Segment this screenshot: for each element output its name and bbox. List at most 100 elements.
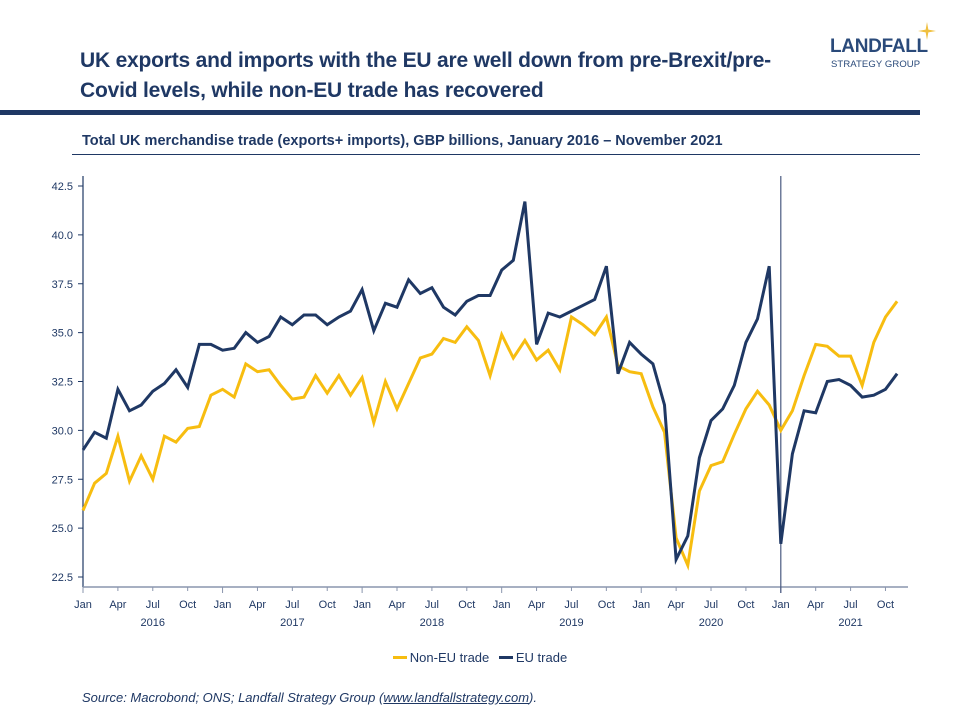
x-tick-label: Jan: [632, 599, 650, 611]
data-point-eu-trade: [175, 368, 178, 371]
source-link[interactable]: www.landfallstrategy.com: [383, 690, 530, 705]
data-point-non-eu-trade: [896, 300, 899, 303]
data-point-non-eu-trade: [186, 427, 189, 430]
x-tick-label: Jan: [214, 599, 232, 611]
x-tick-label: Jul: [704, 599, 718, 611]
data-point-eu-trade: [372, 329, 375, 332]
data-point-non-eu-trade: [489, 374, 492, 377]
y-tick-label: 30.0: [52, 425, 73, 437]
x-tick-label: Oct: [458, 599, 475, 611]
data-point-eu-trade: [779, 542, 782, 545]
data-point-non-eu-trade: [733, 433, 736, 436]
data-point-non-eu-trade: [558, 368, 561, 371]
data-point-non-eu-trade: [465, 325, 468, 328]
data-point-eu-trade: [605, 265, 608, 268]
data-point-eu-trade: [465, 300, 468, 303]
data-point-non-eu-trade: [570, 316, 573, 319]
data-point-non-eu-trade: [221, 388, 224, 391]
data-point-eu-trade: [814, 411, 817, 414]
data-point-non-eu-trade: [314, 374, 317, 377]
x-tick-label: Jul: [285, 599, 299, 611]
data-point-non-eu-trade: [605, 316, 608, 319]
source-prefix: Source: Macrobond; ONS; Landfall Strateg…: [82, 690, 384, 705]
header-divider: [0, 110, 920, 115]
data-point-eu-trade: [396, 306, 399, 309]
data-point-eu-trade: [314, 314, 317, 317]
data-point-non-eu-trade: [326, 392, 329, 395]
data-point-eu-trade: [698, 456, 701, 459]
data-point-eu-trade: [209, 343, 212, 346]
data-point-eu-trade: [407, 278, 410, 281]
data-point-eu-trade: [884, 388, 887, 391]
data-point-non-eu-trade: [361, 376, 364, 379]
data-point-eu-trade: [116, 388, 119, 391]
data-point-eu-trade: [151, 390, 154, 393]
data-point-eu-trade: [442, 306, 445, 309]
y-tick-label: 25.0: [52, 523, 73, 535]
x-tick-label: Apr: [528, 599, 545, 611]
data-point-eu-trade: [430, 286, 433, 289]
data-point-non-eu-trade: [744, 407, 747, 410]
chart-series: [81, 200, 899, 571]
y-tick-label: 32.5: [52, 377, 73, 389]
data-point-eu-trade: [128, 409, 131, 412]
data-point-non-eu-trade: [209, 394, 212, 397]
data-point-eu-trade: [337, 316, 340, 319]
data-point-eu-trade: [872, 394, 875, 397]
data-point-non-eu-trade: [849, 355, 852, 358]
x-tick-label: Apr: [249, 599, 266, 611]
data-point-non-eu-trade: [396, 407, 399, 410]
data-point-non-eu-trade: [372, 421, 375, 424]
star-icon: [918, 22, 936, 40]
data-point-eu-trade: [279, 316, 282, 319]
data-point-non-eu-trade: [268, 368, 271, 371]
data-point-non-eu-trade: [803, 374, 806, 377]
data-point-non-eu-trade: [151, 478, 154, 481]
data-point-non-eu-trade: [838, 355, 841, 358]
x-tick-label: Jul: [425, 599, 439, 611]
data-point-eu-trade: [617, 372, 620, 375]
data-point-non-eu-trade: [419, 357, 422, 360]
data-point-eu-trade: [349, 310, 352, 313]
y-tick-label: 37.5: [52, 279, 73, 291]
data-point-eu-trade: [303, 314, 306, 317]
data-point-non-eu-trade: [407, 382, 410, 385]
data-point-non-eu-trade: [82, 509, 85, 512]
data-point-non-eu-trade: [884, 316, 887, 319]
data-point-non-eu-trade: [430, 353, 433, 356]
data-point-non-eu-trade: [861, 384, 864, 387]
x-tick-label: Jan: [353, 599, 371, 611]
data-point-non-eu-trade: [291, 398, 294, 401]
data-point-non-eu-trade: [814, 343, 817, 346]
data-point-eu-trade: [140, 404, 143, 407]
chart-headline: UK exports and imports with the EU are w…: [80, 49, 771, 102]
data-point-non-eu-trade: [593, 333, 596, 336]
data-point-non-eu-trade: [477, 339, 480, 342]
legend-swatch-eu: [498, 656, 513, 659]
data-point-non-eu-trade: [535, 359, 538, 362]
x-tick-label: Apr: [109, 599, 126, 611]
x-tick-label: Jul: [844, 599, 858, 611]
x-tick-label: Oct: [319, 599, 336, 611]
data-point-non-eu-trade: [686, 564, 689, 567]
data-point-eu-trade: [675, 558, 678, 561]
data-point-non-eu-trade: [500, 333, 503, 336]
data-point-eu-trade: [93, 431, 96, 434]
x-tick-label: Jan: [74, 599, 92, 611]
data-point-non-eu-trade: [175, 441, 178, 444]
data-point-eu-trade: [744, 341, 747, 344]
legend-label-non-eu: Non-EU trade: [409, 650, 490, 665]
x-tick-label: Jul: [564, 599, 578, 611]
data-point-eu-trade: [663, 404, 666, 407]
data-point-eu-trade: [768, 265, 771, 268]
data-point-non-eu-trade: [256, 370, 259, 373]
data-point-eu-trade: [791, 452, 794, 455]
legend-swatch-non-eu: [392, 656, 407, 659]
data-point-non-eu-trade: [628, 370, 631, 373]
x-tick-label: Oct: [877, 599, 894, 611]
data-point-non-eu-trade: [582, 323, 585, 326]
data-point-eu-trade: [221, 349, 224, 352]
data-point-eu-trade: [523, 200, 526, 203]
data-point-eu-trade: [477, 294, 480, 297]
